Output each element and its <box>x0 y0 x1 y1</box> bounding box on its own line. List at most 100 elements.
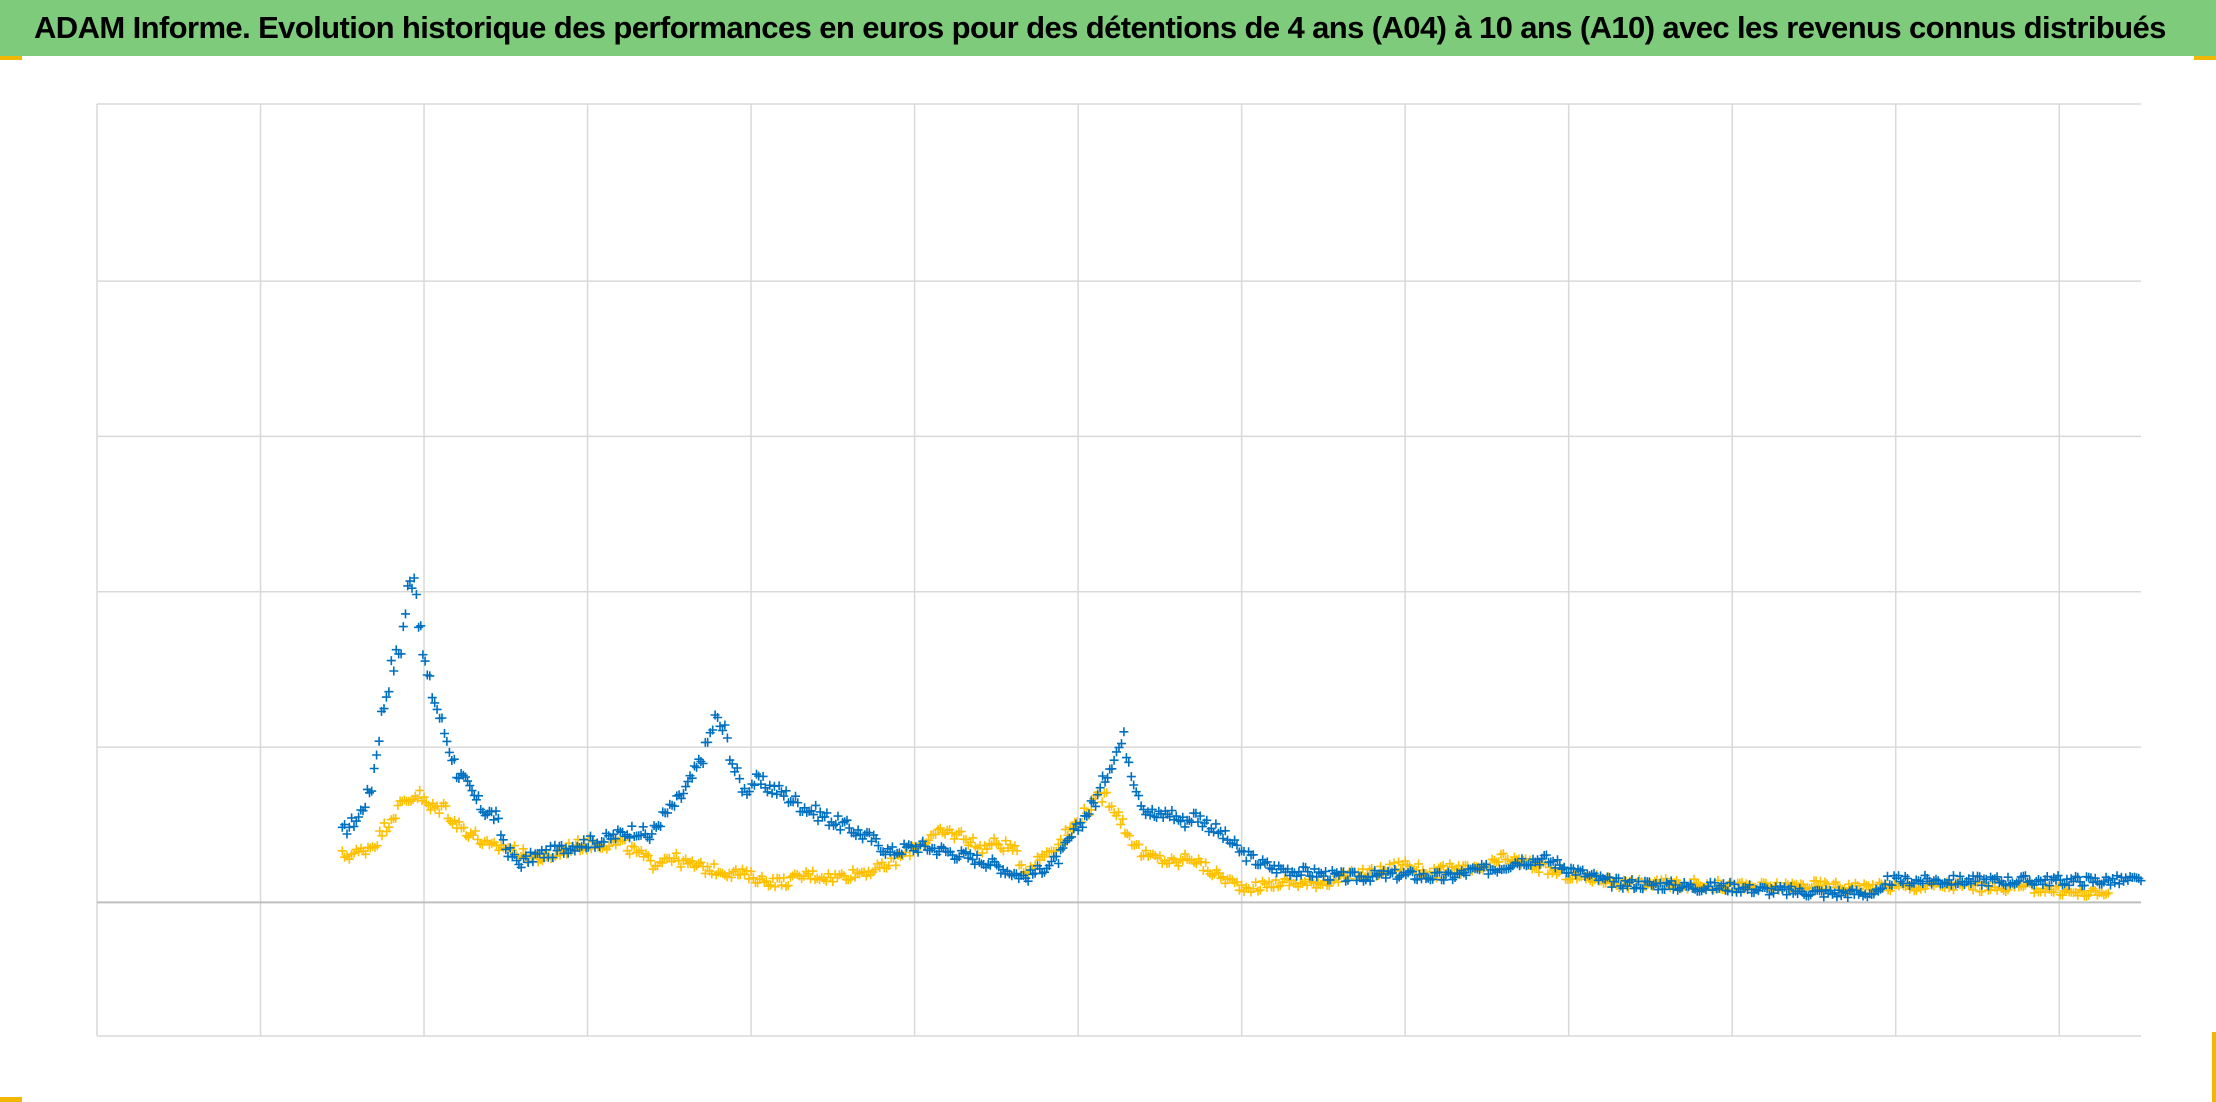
data-point <box>669 854 679 864</box>
data-point <box>2064 880 2074 890</box>
data-point <box>1902 874 1912 883</box>
data-point <box>931 829 941 839</box>
data-point <box>1095 783 1105 793</box>
data-point <box>442 736 452 746</box>
data-point <box>1412 875 1422 885</box>
data-point <box>774 781 784 791</box>
data-point <box>2136 876 2146 886</box>
data-point <box>880 849 890 859</box>
data-point <box>528 857 538 867</box>
data-point <box>1578 865 1588 875</box>
data-point <box>381 692 391 702</box>
data-point <box>1078 822 1087 832</box>
data-point <box>384 687 394 697</box>
data-point <box>1766 884 1776 893</box>
data-point <box>1638 884 1648 894</box>
data-point <box>489 815 499 825</box>
data-point <box>913 847 923 857</box>
data-point <box>1010 841 1020 851</box>
data-point <box>1325 875 1335 885</box>
data-point <box>766 880 776 890</box>
data-point <box>2130 872 2139 882</box>
data-point <box>746 866 756 876</box>
data-point <box>1262 857 1272 867</box>
data-point <box>2134 873 2144 883</box>
data-point <box>1058 843 1068 853</box>
data-point <box>1119 727 1129 737</box>
data-point <box>735 774 745 784</box>
data-point <box>415 785 425 795</box>
data-point <box>2073 872 2083 882</box>
data-point <box>498 835 508 845</box>
data-point <box>1005 840 1015 850</box>
data-point <box>403 581 413 591</box>
data-point <box>423 800 433 810</box>
data-point <box>1180 849 1190 859</box>
data-point <box>1381 873 1391 883</box>
data-point <box>636 830 646 840</box>
data-point <box>1533 855 1542 865</box>
data-point <box>1517 854 1527 864</box>
data-point <box>924 835 934 845</box>
data-point <box>1071 819 1081 829</box>
data-point <box>1448 875 1458 885</box>
data-point <box>936 842 946 852</box>
data-point <box>1296 870 1306 880</box>
frame-corner-bottom-left <box>0 1097 22 1102</box>
data-point <box>473 835 483 844</box>
data-point <box>1661 874 1671 884</box>
data-point <box>860 830 870 840</box>
data-point <box>1001 836 1011 846</box>
data-point <box>418 650 428 660</box>
data-point <box>2079 880 2089 890</box>
data-point <box>586 831 595 841</box>
data-point <box>906 841 916 851</box>
data-point <box>1552 870 1562 879</box>
scatter-chart <box>96 103 2146 1037</box>
data-point <box>1689 874 1699 884</box>
series-0 <box>337 573 2146 902</box>
data-point <box>802 807 812 817</box>
data-point <box>2029 888 2039 898</box>
data-point <box>2001 880 2011 890</box>
data-point <box>935 823 945 833</box>
data-point <box>468 830 478 840</box>
data-point <box>416 621 426 631</box>
data-point <box>968 833 978 843</box>
data-point <box>1107 801 1117 811</box>
data-point <box>2112 871 2122 881</box>
data-point <box>1859 879 1869 889</box>
data-point <box>840 817 850 827</box>
data-point <box>1155 851 1165 861</box>
data-point <box>720 720 730 730</box>
data-point <box>679 789 688 798</box>
data-point <box>918 836 928 846</box>
data-point <box>1408 867 1418 877</box>
data-point <box>1350 867 1360 877</box>
data-point <box>1955 871 1965 881</box>
data-point <box>815 807 825 817</box>
data-point <box>1710 878 1720 888</box>
data-point <box>2020 871 2030 881</box>
data-point <box>744 787 754 797</box>
data-point <box>1118 814 1128 824</box>
data-point <box>657 858 667 868</box>
data-point <box>1125 831 1134 841</box>
data-point <box>947 828 957 838</box>
data-point <box>1086 796 1096 806</box>
data-point <box>386 656 396 666</box>
data-point <box>1548 856 1558 866</box>
data-point <box>867 836 876 846</box>
data-point <box>2053 871 2063 881</box>
data-point <box>1241 856 1251 866</box>
data-point <box>1918 879 1928 888</box>
data-point <box>1832 892 1842 902</box>
data-point <box>1079 803 1089 813</box>
data-point <box>1620 876 1630 886</box>
data-point <box>783 881 793 891</box>
data-point <box>772 789 782 799</box>
data-point <box>449 754 459 764</box>
data-point <box>905 851 915 861</box>
data-point <box>393 801 403 810</box>
data-point <box>696 857 706 867</box>
